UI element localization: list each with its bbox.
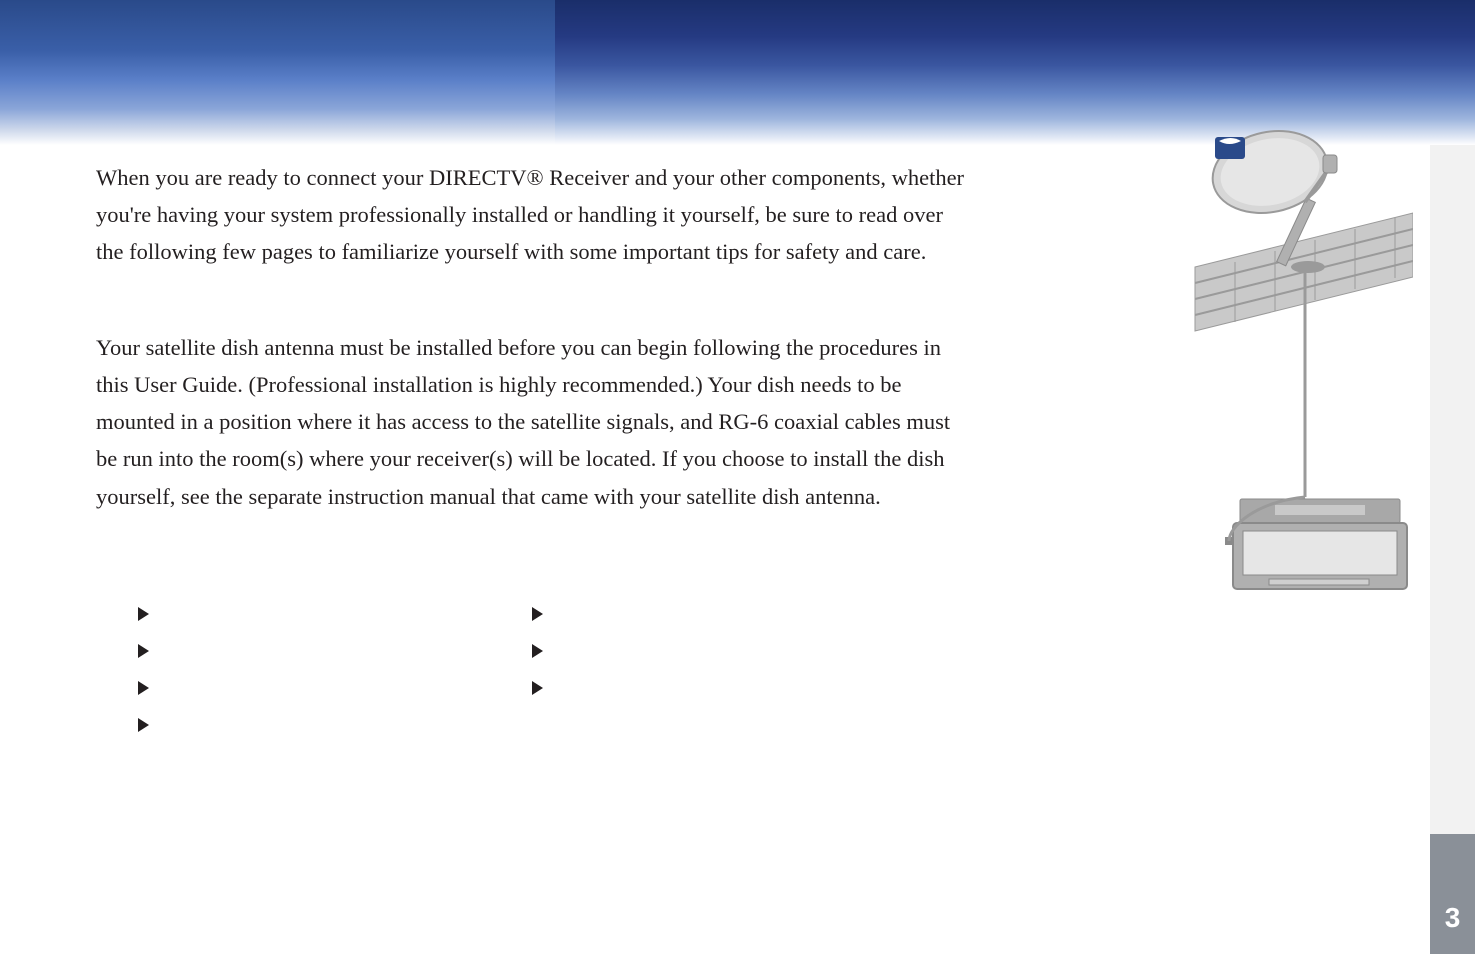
bullet-item (138, 679, 528, 716)
page-root: When you are ready to connect your DIREC… (0, 0, 1475, 954)
triangle-bullet-icon (532, 681, 543, 695)
bullet-item (532, 605, 922, 642)
header-gradient-left (0, 0, 555, 145)
paragraph-2: Your satellite dish antenna must be inst… (96, 329, 966, 515)
page-number-tab: 3 (1430, 834, 1475, 954)
triangle-bullet-icon (532, 607, 543, 621)
bullet-columns (138, 605, 938, 753)
paragraph-1: When you are ready to connect your DIREC… (96, 159, 966, 270)
dish-icon (1205, 127, 1337, 223)
bullet-item (532, 679, 922, 716)
bullet-item (138, 642, 528, 679)
illustration-svg (1155, 127, 1413, 599)
bullet-item (138, 605, 528, 642)
bullet-item (138, 716, 528, 753)
triangle-bullet-icon (138, 681, 149, 695)
dish-to-tv-illustration (1155, 127, 1413, 599)
triangle-bullet-icon (532, 644, 543, 658)
triangle-bullet-icon (138, 607, 149, 621)
bullet-col-right (532, 605, 922, 716)
triangle-bullet-icon (138, 644, 149, 658)
bullet-item (532, 642, 922, 679)
header-gradient-right (555, 0, 1475, 145)
bullet-col-left (138, 605, 528, 753)
header-band (0, 0, 1475, 145)
tv-stack-icon (1225, 497, 1407, 589)
triangle-bullet-icon (138, 718, 149, 732)
page-number: 3 (1445, 902, 1461, 934)
